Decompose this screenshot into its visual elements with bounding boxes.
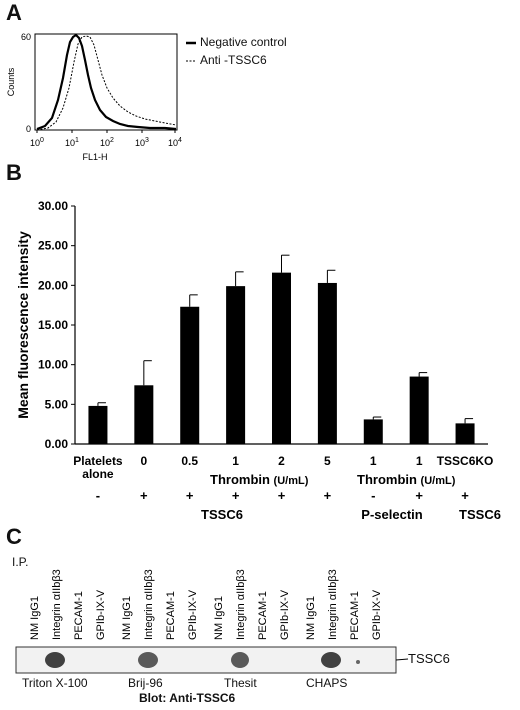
panel-c-letter: C: [6, 524, 22, 549]
x-tick-label: 0.5: [181, 454, 198, 468]
y-tick-label: 20.00: [38, 278, 68, 292]
bar: [317, 282, 337, 444]
histogram-x-tick: 101: [65, 137, 79, 148]
bar: [88, 405, 108, 444]
x-tick-label: 1: [232, 454, 239, 468]
detergent-brij: Brij-96: [128, 676, 163, 690]
blot-band-4: [321, 652, 341, 668]
negative-control-curve: [36, 33, 177, 131]
histogram-y-tick-bottom: 0: [26, 124, 31, 134]
histogram-frame: [34, 33, 178, 131]
lane-label: Integrin αIIbβ3: [235, 569, 247, 640]
blot-band-2: [138, 652, 158, 668]
y-tick-label: 10.00: [38, 358, 68, 372]
lane-label: Integrin αIIbβ3: [51, 569, 63, 640]
y-tick-label: 5.00: [45, 397, 69, 411]
bar-chart: Mean fluorescence intensity 0.00 5.00 10.00…: [15, 199, 501, 522]
lane-label: GPIb-IX-V: [95, 589, 107, 640]
lane-label: NM IgG1: [121, 596, 133, 640]
bar: [272, 272, 291, 444]
lane-label: GPIb-IX-V: [187, 589, 199, 640]
x-tick-label: 1: [416, 454, 423, 468]
bar: [455, 423, 475, 444]
detergent-chaps: CHAPS: [306, 676, 348, 690]
histogram-x-tick: 102: [100, 137, 114, 148]
histogram-x-tick: 100: [30, 137, 44, 148]
x-tick-label: 2: [278, 454, 285, 468]
histogram-y-label: Counts: [6, 67, 16, 96]
bar: [409, 376, 429, 444]
lane-label: Integrin αIIbβ3: [327, 569, 339, 640]
ip-label: I.P.: [12, 555, 29, 569]
x-tick-label: 0: [140, 454, 147, 468]
band-label-tssc6: TSSC6: [408, 651, 450, 666]
thrombin-label: Thrombin (U/mL): [357, 472, 456, 487]
blot-label: Blot: Anti-TSSC6: [139, 691, 236, 705]
detergent-triton: Triton X-100: [22, 676, 88, 690]
histogram-x-tick: 103: [135, 137, 149, 148]
sign-label: +: [186, 488, 194, 503]
lane-label: GPIb-IX-V: [371, 589, 383, 640]
thrombin-label: Thrombin (U/mL): [210, 472, 309, 487]
lane-label: PECAM-1: [73, 591, 85, 640]
y-tick-label: 25.00: [38, 239, 68, 253]
y-tick-label: 30.00: [38, 199, 68, 213]
histogram-x-ticks: 100 101 102 103 104: [30, 130, 182, 148]
histogram-x-tick: 104: [168, 137, 182, 148]
lane-labels: NM IgG1 Integrin αIIbβ3 PECAM-1 GPIb-IX-V NM…: [29, 569, 383, 640]
panel-b-letter: B: [6, 160, 22, 185]
lane-label: Integrin αIIbβ3: [143, 569, 155, 640]
detergent-thesit: Thesit: [224, 676, 257, 690]
lane-label: NM IgG1: [213, 596, 225, 640]
lane-label: GPIb-IX-V: [279, 589, 291, 640]
x-tick-label: Platelets: [73, 454, 123, 468]
legend-anti-tssc6: Anti -TSSC6: [200, 53, 267, 67]
sign-label: +: [232, 488, 240, 503]
blot-speck: [356, 660, 360, 664]
sign-label: -: [96, 488, 100, 503]
lane-label: PECAM-1: [165, 591, 177, 640]
treatment-tssc6: TSSC6: [201, 507, 243, 522]
band-marker-line: [395, 658, 409, 661]
x-tick-label: alone: [82, 467, 114, 481]
flow-histogram: Counts 60 0 100 101 102 103 104 FL1-H: [6, 32, 182, 162]
anti-tssc6-curve: [36, 35, 177, 131]
x-tick-label: 5: [324, 454, 331, 468]
lane-label: PECAM-1: [349, 591, 361, 640]
lane-label: PECAM-1: [257, 591, 269, 640]
histogram-x-label: FL1-H: [82, 152, 107, 162]
sign-label: -: [371, 488, 375, 503]
sign-label: +: [140, 488, 148, 503]
bar: [226, 286, 246, 444]
sign-label: +: [324, 488, 332, 503]
x-tick-label: TSSC6KO: [437, 454, 494, 468]
bar: [134, 385, 154, 444]
y-tick-label: 15.00: [38, 318, 68, 332]
treatment-tssc6-ko: TSSC6: [459, 507, 501, 522]
bar: [180, 306, 200, 444]
western-blot: NM IgG1 Integrin αIIbβ3 PECAM-1 GPIb-IX-V NM…: [15, 569, 409, 674]
y-tick-label: 0.00: [45, 437, 69, 451]
legend-negative-control: Negative control: [200, 35, 287, 49]
sign-label: +: [461, 488, 469, 503]
bar: [363, 419, 383, 444]
treatment-pselectin: P-selectin: [361, 507, 422, 522]
x-tick-label: 1: [370, 454, 377, 468]
y-axis-label: Mean fluorescence intensity: [15, 231, 31, 419]
sign-label: +: [278, 488, 286, 503]
lane-label: NM IgG1: [29, 596, 41, 640]
blot-band-1: [45, 652, 65, 668]
lane-label: NM IgG1: [305, 596, 317, 640]
panel-a-letter: A: [6, 0, 22, 25]
sign-label: +: [415, 488, 423, 503]
blot-band-3: [231, 652, 249, 668]
histogram-y-tick-top: 60: [21, 32, 31, 42]
